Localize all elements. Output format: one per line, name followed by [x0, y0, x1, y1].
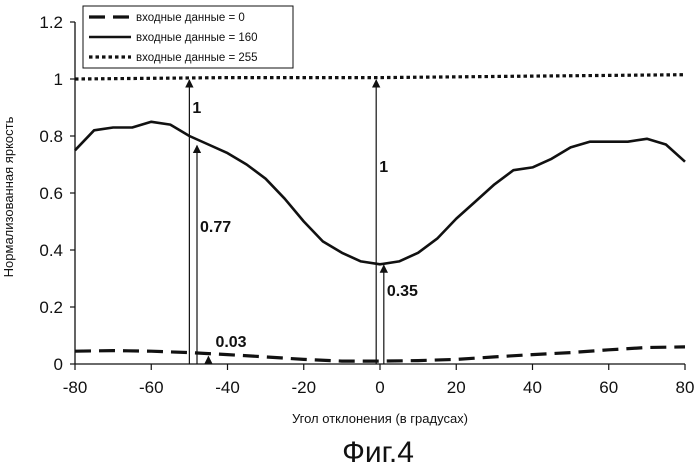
y-tick-label: 0 [54, 355, 63, 374]
y-tick-label: 0.4 [39, 241, 63, 260]
y-axis: 0 0.2 0.4 0.6 0.8 1 1.2 [39, 13, 75, 374]
annotation-label: 1 [379, 159, 388, 176]
annotation-label: 1 [192, 100, 201, 117]
x-axis: -80 -60 -40 -20 0 20 40 60 80 [63, 364, 695, 397]
annotation-label: 0.03 [215, 334, 246, 351]
x-tick-label: 60 [599, 378, 618, 397]
x-tick-label: -80 [63, 378, 88, 397]
legend-label: входные данные = 0 [136, 12, 245, 24]
annotation-label: 0.35 [387, 283, 418, 300]
y-axis-title: Нормализованная яркость [1, 116, 16, 277]
y-tick-label: 1 [54, 70, 63, 89]
x-tick-label: 40 [523, 378, 542, 397]
series-line-dotted [75, 75, 685, 79]
legend-label: входные данные = 160 [136, 32, 258, 44]
x-axis-title: Угол отклонения (в градусах) [292, 411, 468, 426]
series-line-dashed [75, 347, 685, 361]
legend-label: входные данные = 255 [136, 52, 258, 64]
y-tick-label: 0.6 [39, 184, 63, 203]
annotation-label: 0.77 [200, 219, 231, 236]
x-tick-label: 0 [375, 378, 384, 397]
x-tick-label: 80 [676, 378, 695, 397]
series-line-solid [75, 122, 685, 264]
plot-series [75, 75, 685, 361]
x-tick-label: -60 [139, 378, 164, 397]
x-tick-label: -20 [291, 378, 316, 397]
legend: входные данные = 0 входные данные = 160 вх… [83, 6, 293, 68]
x-tick-label: 20 [447, 378, 466, 397]
figure-caption: Фиг.4 [342, 436, 414, 469]
y-tick-label: 1.2 [39, 13, 63, 32]
x-tick-label: -40 [215, 378, 240, 397]
y-tick-label: 0.8 [39, 127, 63, 146]
y-tick-label: 0.2 [39, 298, 63, 317]
